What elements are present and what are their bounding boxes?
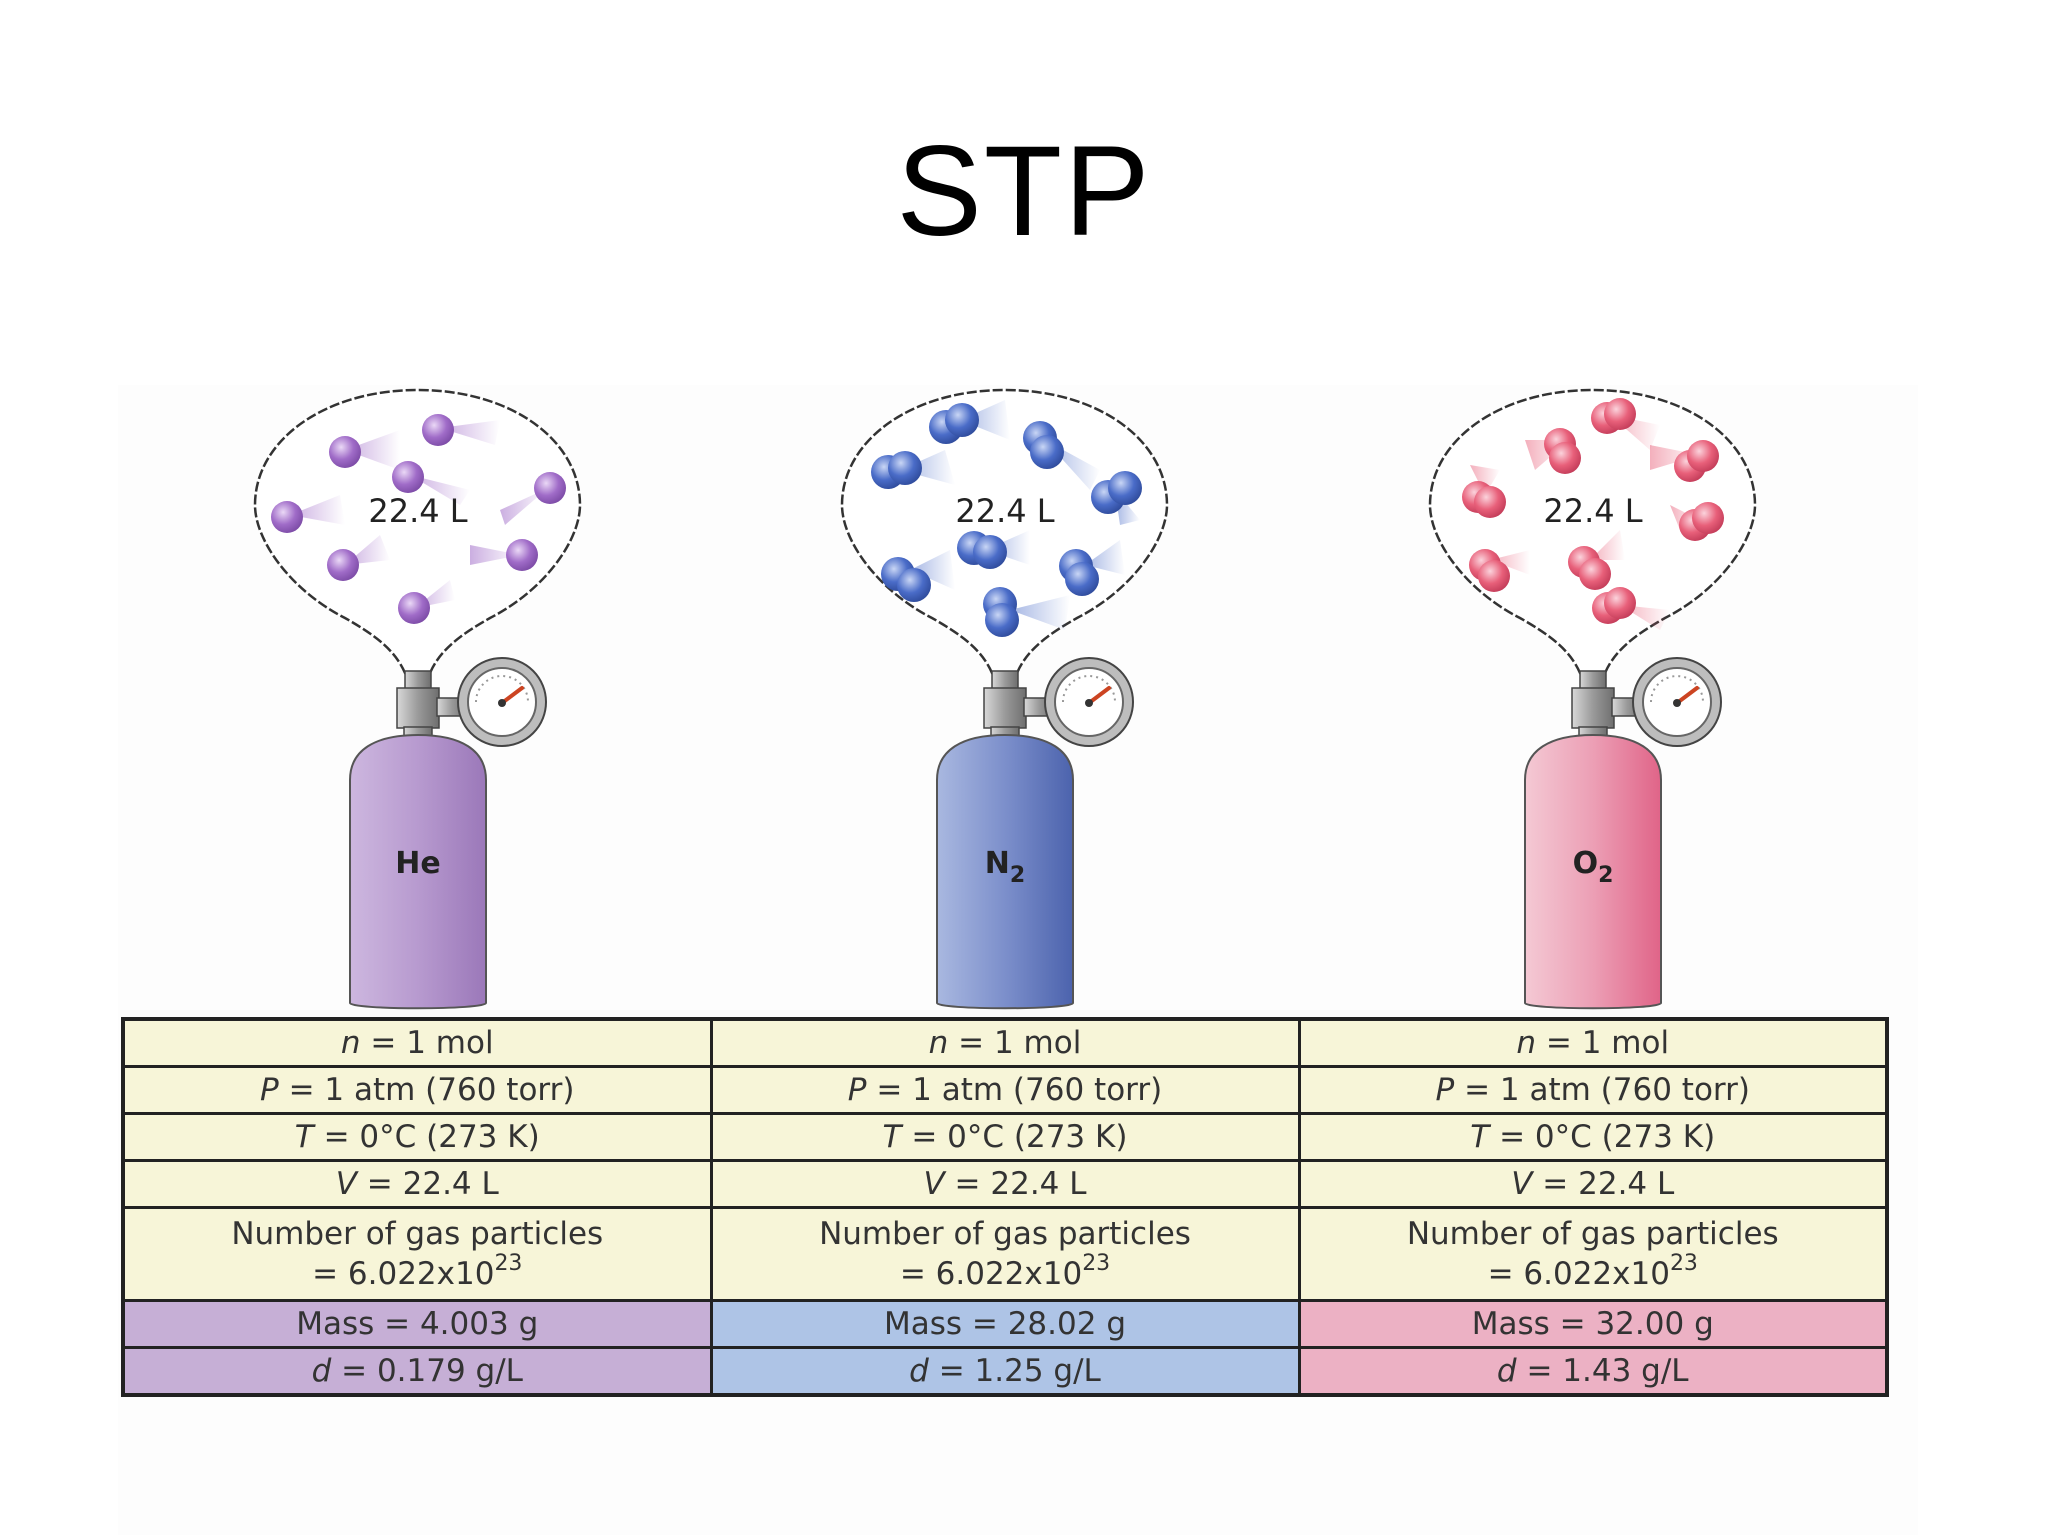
he-pressure-gauge-icon: [457, 657, 547, 747]
he-volume-cell: V = 22.4 L: [121, 1159, 713, 1209]
table-row-density: d = 0.179 g/L d = 1.25 g/L d = 1.43 g/L: [121, 1346, 1889, 1397]
n2-temperature-cell: T = 0°C (273 K): [709, 1112, 1301, 1162]
o2-volume-cell: V = 22.4 L: [1297, 1159, 1889, 1209]
table-row-mass: Mass = 4.003 g Mass = 28.02 g Mass = 32.…: [121, 1299, 1889, 1349]
o2-moles-cell: n = 1 mol: [1297, 1017, 1889, 1068]
n2-assembly: 22.4 L N2: [840, 388, 1169, 1010]
he-mass-cell: Mass = 4.003 g: [121, 1299, 713, 1349]
n2-cylinder: [936, 733, 1074, 1010]
n2-pressure-gauge-icon: [1044, 657, 1134, 747]
he-assembly: 22.4 L He: [253, 388, 582, 1010]
he-cylinder: [349, 733, 487, 1010]
o2-formula-label: O2: [1573, 846, 1614, 888]
o2-pressure-gauge-icon: [1632, 657, 1722, 747]
he-particles: [271, 414, 566, 624]
n2-moles-cell: n = 1 mol: [709, 1017, 1301, 1068]
he-moles-cell: n = 1 mol: [121, 1017, 713, 1068]
n2-density-cell: d = 1.25 g/L: [709, 1346, 1301, 1397]
n2-pressure-cell: P = 1 atm (760 torr): [709, 1065, 1301, 1115]
he-particles-cell: Number of gas particles = 6.022x1023: [121, 1206, 713, 1302]
table-row-temperature: T = 0°C (273 K) T = 0°C (273 K) T = 0°C …: [121, 1112, 1889, 1162]
n2-mass-cell: Mass = 28.02 g: [709, 1299, 1301, 1349]
table-row-volume: V = 22.4 L V = 22.4 L V = 22.4 L: [121, 1159, 1889, 1209]
n2-particles: [871, 400, 1142, 637]
he-density-cell: d = 0.179 g/L: [121, 1346, 713, 1397]
he-formula-label: He: [395, 846, 440, 881]
o2-assembly: 22.4 L O2: [1428, 388, 1757, 1010]
gas-properties-table: n = 1 mol n = 1 mol n = 1 mol P = 1 atm …: [121, 1017, 1889, 1397]
o2-pressure-cell: P = 1 atm (760 torr): [1297, 1065, 1889, 1115]
he-pressure-cell: P = 1 atm (760 torr): [121, 1065, 713, 1115]
o2-mass-cell: Mass = 32.00 g: [1297, 1299, 1889, 1349]
o2-volume-label: 22.4 L: [1543, 492, 1642, 530]
table-row-moles: n = 1 mol n = 1 mol n = 1 mol: [121, 1017, 1889, 1068]
table-row-particles: Number of gas particles = 6.022x1023 Numb…: [121, 1206, 1889, 1302]
o2-particles-cell: Number of gas particles = 6.022x1023: [1297, 1206, 1889, 1302]
o2-density-cell: d = 1.43 g/L: [1297, 1346, 1889, 1397]
o2-temperature-cell: T = 0°C (273 K): [1297, 1112, 1889, 1162]
n2-formula-label: N2: [985, 846, 1025, 888]
slide-title: STP: [896, 120, 1152, 263]
n2-particles-cell: Number of gas particles = 6.022x1023: [709, 1206, 1301, 1302]
n2-volume-label: 22.4 L: [955, 492, 1054, 530]
he-volume-label: 22.4 L: [368, 492, 467, 530]
o2-cylinder: [1524, 733, 1662, 1010]
he-temperature-cell: T = 0°C (273 K): [121, 1112, 713, 1162]
table-row-pressure: P = 1 atm (760 torr) P = 1 atm (760 torr…: [121, 1065, 1889, 1115]
o2-particles: [1462, 398, 1724, 630]
n2-volume-cell: V = 22.4 L: [709, 1159, 1301, 1209]
he-balloon: [253, 388, 582, 675]
